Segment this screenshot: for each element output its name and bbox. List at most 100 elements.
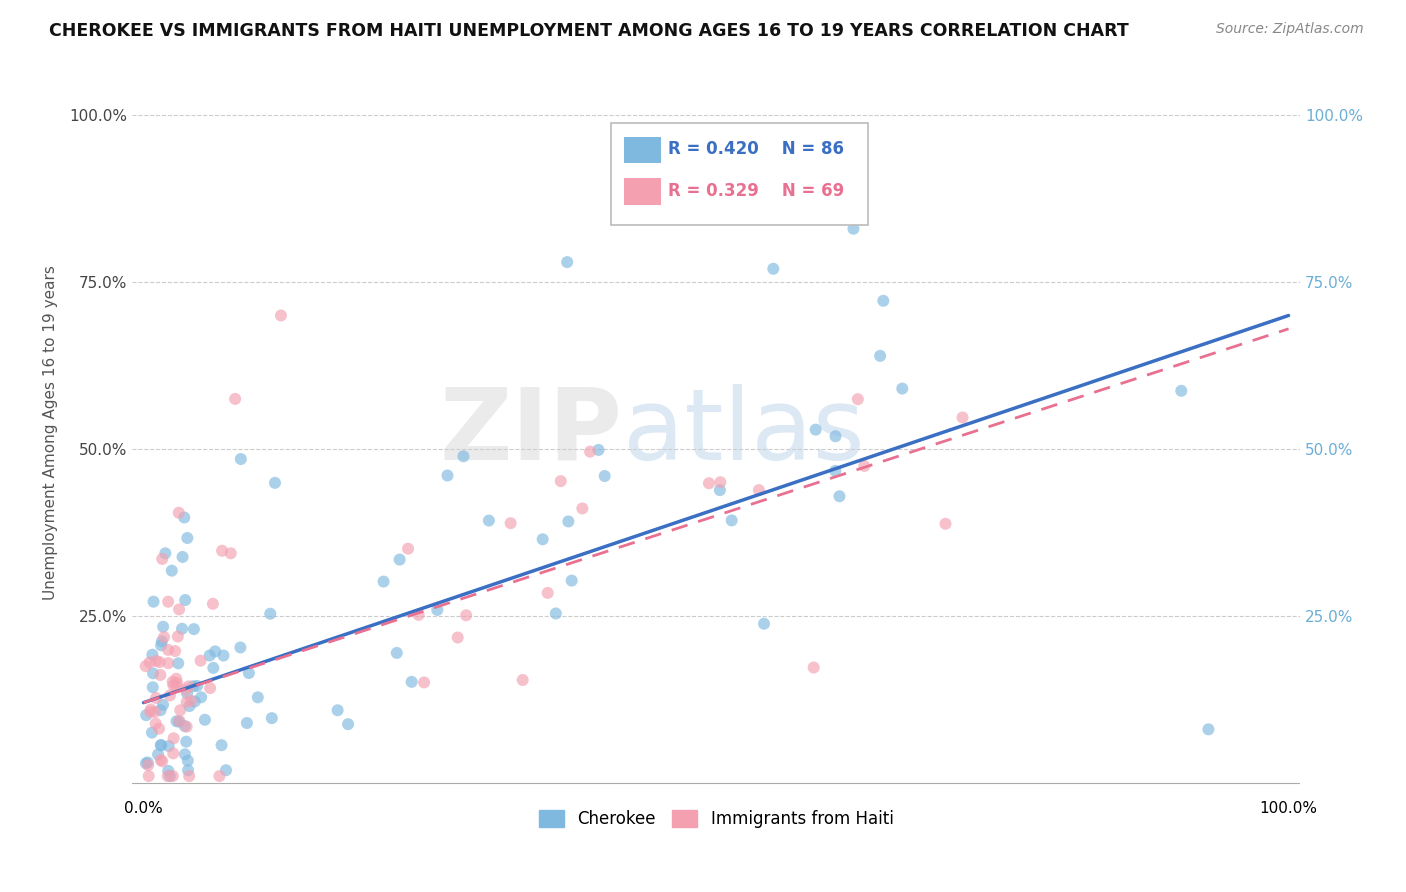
Point xyxy=(149,655,172,669)
Point xyxy=(150,739,173,753)
Point xyxy=(571,501,593,516)
Point xyxy=(181,679,204,693)
Point xyxy=(456,608,478,623)
Point xyxy=(697,476,720,491)
Point xyxy=(159,689,181,703)
Point xyxy=(180,694,202,708)
Point xyxy=(162,747,184,761)
Text: Source: ZipAtlas.com: Source: ZipAtlas.com xyxy=(1216,22,1364,37)
Point xyxy=(846,392,869,407)
FancyBboxPatch shape xyxy=(624,136,661,163)
Point xyxy=(146,747,169,762)
Point xyxy=(709,475,731,490)
Point xyxy=(337,717,360,731)
Point xyxy=(149,753,172,767)
Point xyxy=(211,738,233,752)
Legend: Cherokee, Immigrants from Haiti: Cherokee, Immigrants from Haiti xyxy=(531,804,900,835)
Point xyxy=(260,711,283,725)
Point xyxy=(167,602,190,616)
Point xyxy=(152,620,174,634)
Point xyxy=(167,714,190,729)
Point xyxy=(135,708,157,723)
Point xyxy=(824,464,846,478)
Point xyxy=(190,690,212,705)
Point xyxy=(224,392,246,406)
Point xyxy=(212,648,235,663)
Point xyxy=(169,714,191,728)
Point xyxy=(170,622,193,636)
Point xyxy=(842,221,865,235)
Point xyxy=(174,747,197,762)
Point xyxy=(934,516,956,531)
Text: R = 0.329    N = 69: R = 0.329 N = 69 xyxy=(668,182,845,200)
Point xyxy=(891,382,914,396)
Point xyxy=(531,533,554,547)
Point xyxy=(166,676,188,690)
Point xyxy=(142,666,165,681)
Point xyxy=(157,643,180,657)
Point xyxy=(160,564,183,578)
Point xyxy=(588,442,610,457)
Point xyxy=(952,410,974,425)
Point xyxy=(145,716,167,731)
Point xyxy=(238,666,260,681)
Point xyxy=(186,679,208,693)
Text: ZIP: ZIP xyxy=(440,384,623,481)
Point xyxy=(270,309,292,323)
Point xyxy=(236,716,259,731)
Point xyxy=(478,514,501,528)
Point xyxy=(762,261,785,276)
Point xyxy=(139,702,162,716)
Point xyxy=(149,703,172,717)
Point xyxy=(177,679,200,693)
Point xyxy=(142,595,165,609)
Point xyxy=(162,678,184,692)
Point xyxy=(204,644,226,658)
Point xyxy=(179,769,201,783)
Point xyxy=(156,769,179,783)
Point xyxy=(388,552,411,566)
Point xyxy=(135,659,157,673)
Point xyxy=(872,293,894,308)
Point xyxy=(162,731,184,746)
Point xyxy=(593,469,616,483)
Point xyxy=(229,452,252,467)
Point xyxy=(176,531,198,545)
Point xyxy=(152,698,174,712)
Point xyxy=(162,769,184,783)
Point xyxy=(853,458,876,473)
Point xyxy=(436,468,458,483)
Point xyxy=(385,646,408,660)
Point xyxy=(720,513,742,527)
Point xyxy=(550,474,572,488)
Point xyxy=(179,699,201,714)
Point xyxy=(201,597,224,611)
Point xyxy=(165,672,187,686)
Point xyxy=(153,630,176,644)
Point xyxy=(326,703,349,717)
Point xyxy=(453,450,475,464)
Point xyxy=(174,593,197,607)
Point xyxy=(143,705,166,719)
Point xyxy=(166,714,188,729)
Point xyxy=(1197,723,1219,737)
Point xyxy=(579,444,602,458)
FancyBboxPatch shape xyxy=(612,123,868,225)
Point xyxy=(413,675,436,690)
Point xyxy=(177,763,200,777)
Point xyxy=(752,616,775,631)
Point xyxy=(229,640,252,655)
Point xyxy=(198,648,221,663)
Point xyxy=(184,694,207,708)
Point xyxy=(499,516,522,531)
Point xyxy=(169,703,191,717)
Point xyxy=(173,510,195,524)
Point xyxy=(174,734,197,748)
Point xyxy=(544,607,567,621)
Point xyxy=(396,541,419,556)
Point xyxy=(202,661,225,675)
Point xyxy=(138,769,160,783)
Point xyxy=(167,506,190,520)
Point xyxy=(555,255,578,269)
Point xyxy=(198,681,221,695)
